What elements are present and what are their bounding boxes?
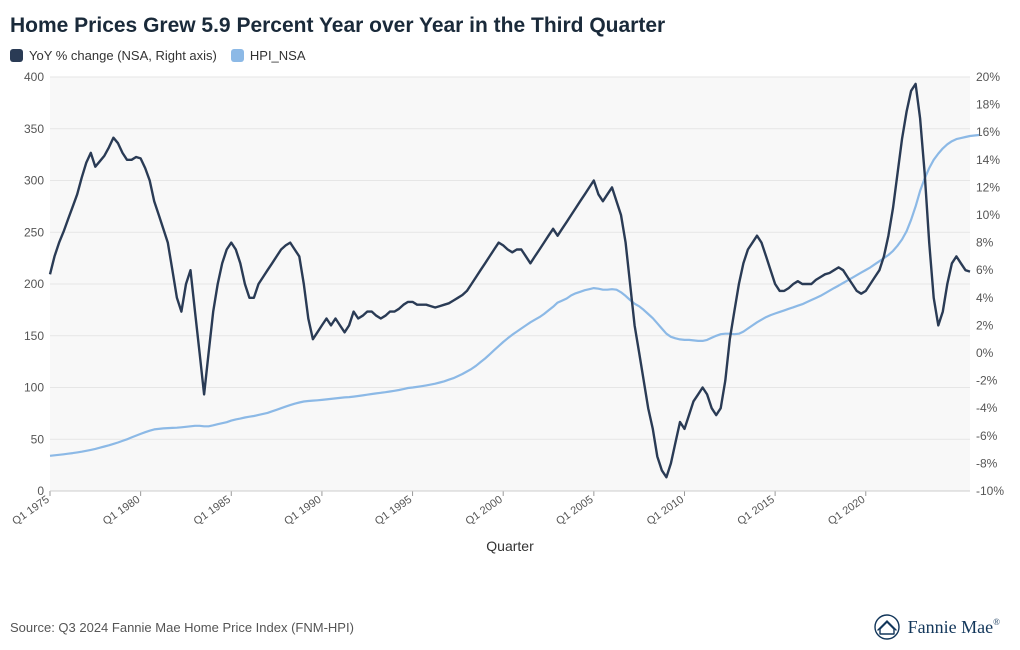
chart-area: 050100150200250300350400-10%-8%-6%-4%-2%… (10, 71, 1010, 608)
svg-text:-2%: -2% (976, 374, 998, 388)
svg-text:Q1 1980: Q1 1980 (101, 494, 142, 528)
svg-text:-8%: -8% (976, 456, 998, 470)
svg-text:8%: 8% (976, 236, 994, 250)
legend-label-hpi: HPI_NSA (250, 48, 306, 63)
svg-text:10%: 10% (976, 208, 1000, 222)
svg-text:Q1 1975: Q1 1975 (10, 494, 51, 528)
svg-text:14%: 14% (976, 153, 1000, 167)
svg-text:0%: 0% (976, 346, 994, 360)
svg-text:Q1 2000: Q1 2000 (463, 494, 504, 528)
svg-text:18%: 18% (976, 98, 1000, 112)
svg-text:12%: 12% (976, 180, 1000, 194)
brand-text: Fannie Mae® (908, 617, 1000, 638)
svg-text:400: 400 (24, 71, 44, 84)
svg-text:6%: 6% (976, 263, 994, 277)
svg-text:4%: 4% (976, 291, 994, 305)
svg-text:20%: 20% (976, 71, 1000, 84)
svg-text:Q1 2015: Q1 2015 (735, 494, 776, 528)
svg-text:Q1 1990: Q1 1990 (282, 494, 323, 528)
svg-text:-6%: -6% (976, 429, 998, 443)
svg-text:Q1 2005: Q1 2005 (554, 494, 595, 528)
svg-text:Quarter: Quarter (486, 538, 534, 554)
chart-title: Home Prices Grew 5.9 Percent Year over Y… (10, 14, 1010, 38)
svg-text:250: 250 (24, 225, 44, 239)
svg-text:350: 350 (24, 122, 44, 136)
svg-text:Q1 2020: Q1 2020 (826, 494, 867, 528)
legend-label-yoy: YoY % change (NSA, Right axis) (29, 48, 217, 63)
svg-text:2%: 2% (976, 318, 994, 332)
house-icon (874, 614, 900, 640)
svg-text:-10%: -10% (976, 484, 1004, 498)
svg-text:100: 100 (24, 381, 44, 395)
brand-logo: Fannie Mae® (874, 614, 1000, 640)
svg-text:Q1 1985: Q1 1985 (192, 494, 233, 528)
legend-item-hpi: HPI_NSA (231, 48, 306, 63)
svg-text:Q1 1995: Q1 1995 (373, 494, 414, 528)
svg-text:16%: 16% (976, 125, 1000, 139)
svg-text:300: 300 (24, 174, 44, 188)
svg-text:150: 150 (24, 329, 44, 343)
legend-swatch-yoy (10, 49, 23, 62)
legend-swatch-hpi (231, 49, 244, 62)
svg-text:200: 200 (24, 277, 44, 291)
svg-text:-4%: -4% (976, 401, 998, 415)
legend: YoY % change (NSA, Right axis) HPI_NSA (10, 48, 1010, 63)
svg-text:Q1 2010: Q1 2010 (645, 494, 686, 528)
source-text: Source: Q3 2024 Fannie Mae Home Price In… (10, 620, 354, 635)
svg-text:50: 50 (31, 432, 45, 446)
legend-item-yoy: YoY % change (NSA, Right axis) (10, 48, 217, 63)
